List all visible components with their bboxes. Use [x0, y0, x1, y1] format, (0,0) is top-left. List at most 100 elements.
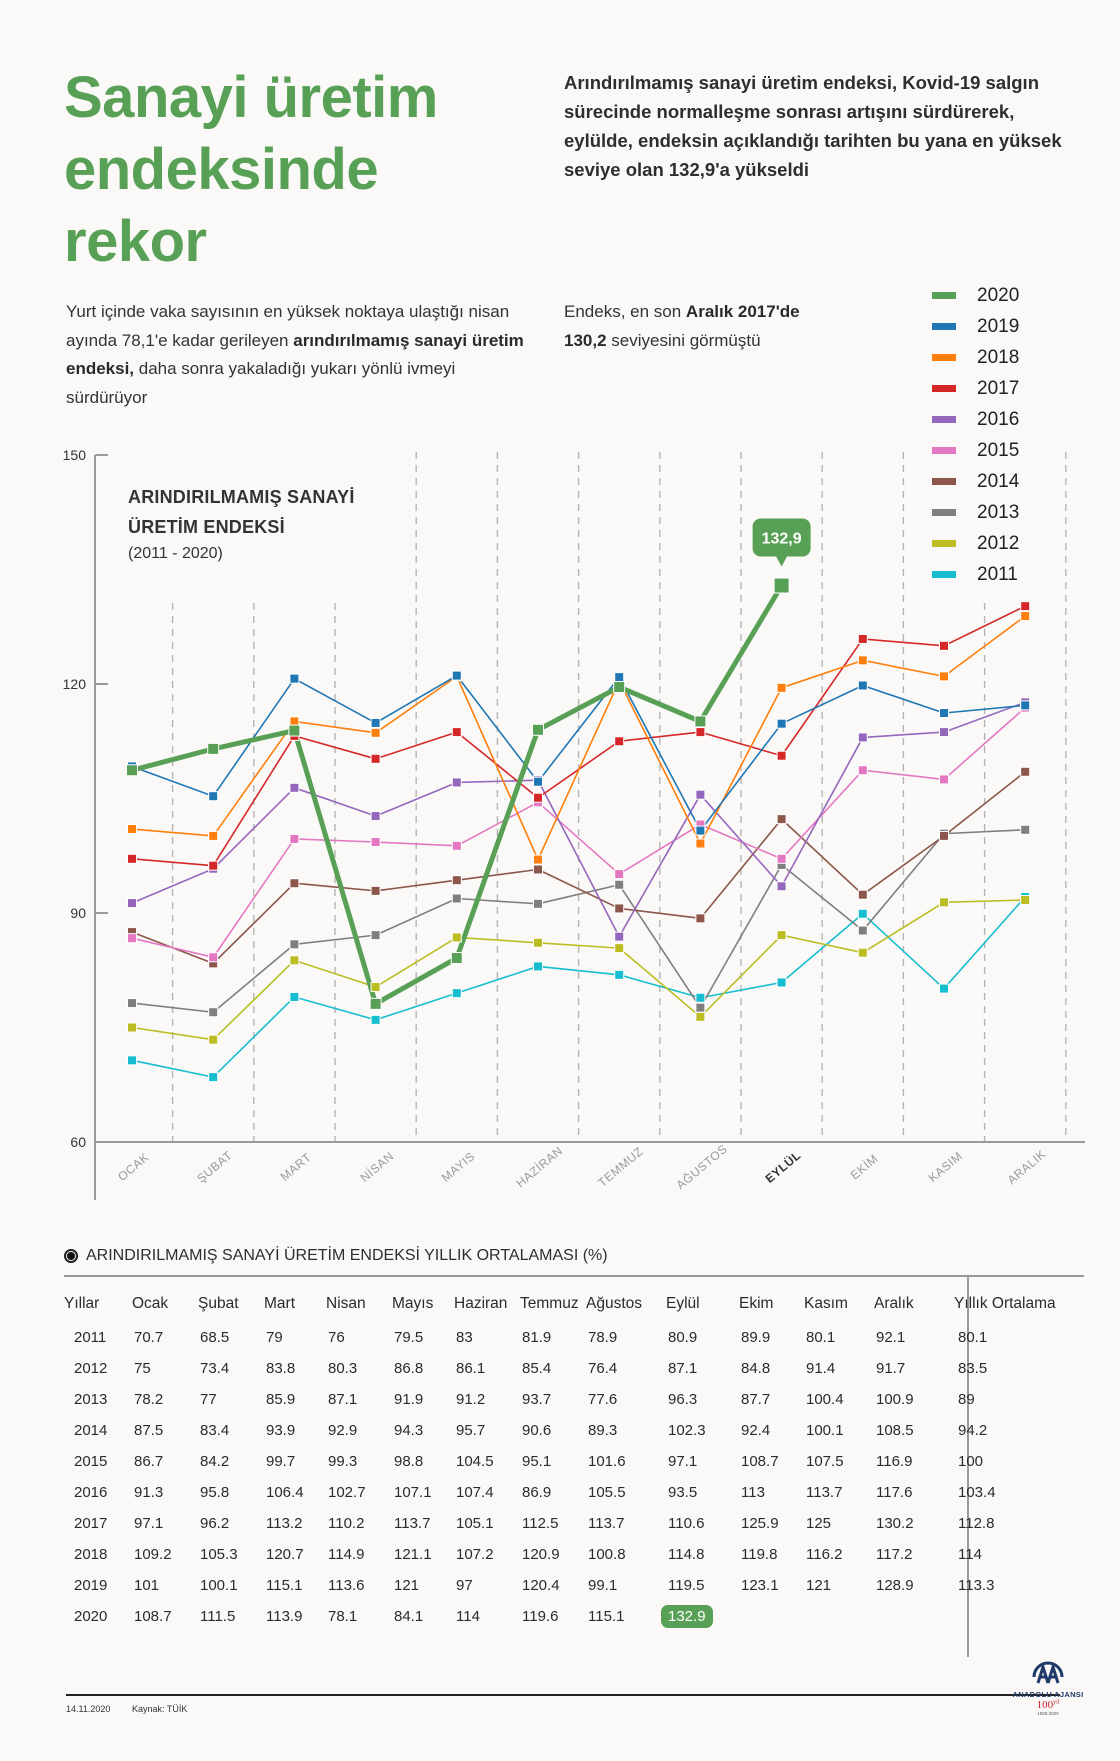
value-cell: 100.9 — [876, 1391, 914, 1408]
value-cell: 77.6 — [588, 1391, 618, 1408]
value-cell: 114 — [456, 1608, 480, 1625]
table-row: 2011 70.7 68.5 79 76 79.5 83 81.9 78.9 80.9 89.9 80… — [64, 1322, 1056, 1353]
table-heading-row: ARINDIRILMAMIŞ SANAYİ ÜRETİM ENDEKSİ YIL… — [64, 1244, 1084, 1268]
data-point-2020 — [126, 764, 138, 777]
value-cell: 93.9 — [266, 1422, 296, 1439]
year-cell: 2019 — [74, 1577, 108, 1594]
legend-label: 2012 — [977, 532, 1020, 554]
data-point-2012 — [614, 943, 625, 954]
value-cell: 108.7 — [134, 1608, 172, 1625]
x-tick-label: OCAK — [115, 1150, 152, 1184]
data-point-2016 — [695, 789, 706, 800]
data-point-2014 — [451, 875, 462, 886]
data-point-2019 — [451, 670, 462, 681]
data-point-2017 — [776, 750, 787, 761]
legend-swatch — [932, 292, 956, 299]
column-header: Eylül — [666, 1295, 700, 1312]
lead-paragraph: Arındırılmamış sanayi üretim endeksi, Ko… — [564, 72, 1062, 180]
value-cell: 79.5 — [394, 1329, 424, 1346]
intro-paragraph: Yurt içinde vaka sayısının en yüksek nok… — [66, 298, 526, 412]
value-cell: 93.5 — [668, 1484, 698, 1501]
legend-swatch — [932, 540, 956, 547]
year-cell: 2013 — [74, 1391, 108, 1408]
legend-swatch — [932, 509, 956, 516]
table-row: 2016 91.3 95.8 106.4 102.7 107.1 107.4 86.9 105.… — [64, 1477, 1056, 1508]
value-cell: 85.9 — [266, 1391, 296, 1408]
data-point-2018 — [695, 838, 706, 849]
x-tick-label: ŞUBAT — [194, 1148, 235, 1186]
series-line-2019 — [131, 674, 1026, 832]
value-cell — [946, 1601, 1056, 1632]
value-cell: 87.1 — [668, 1360, 698, 1377]
value-cell: 114 — [958, 1546, 982, 1563]
value-cell: 89.9 — [741, 1329, 771, 1346]
logo-100-suffix: yıl — [1053, 1699, 1060, 1706]
data-point-2011 — [614, 969, 625, 980]
value-cell: 83.4 — [200, 1422, 230, 1439]
data-point-2012 — [776, 930, 787, 941]
legend-item-2016: 2016 — [932, 404, 1019, 435]
value-cell: 73.4 — [200, 1360, 230, 1377]
value-cell: 80.3 — [328, 1360, 358, 1377]
data-point-2014 — [614, 903, 625, 914]
value-cell: 87.1 — [328, 1391, 358, 1408]
data-point-2020 — [450, 952, 463, 965]
note-text-2: seviyesini görmüştü — [606, 330, 761, 350]
value-cell: 113.7 — [394, 1515, 431, 1532]
data-point-2019 — [289, 673, 300, 684]
value-cell: 97 — [456, 1577, 473, 1594]
data-point-2017 — [1020, 601, 1031, 612]
value-cell: 121.1 — [394, 1546, 432, 1563]
data-point-2019 — [1020, 700, 1031, 711]
value-cell: 112.5 — [522, 1515, 559, 1532]
legend-item-2017: 2017 — [932, 373, 1019, 404]
data-point-2011 — [776, 977, 787, 988]
value-cell: 110.2 — [328, 1515, 365, 1532]
value-cell: 111.5 — [200, 1608, 236, 1625]
data-point-2014 — [533, 864, 543, 875]
value-cell: 75 — [134, 1360, 151, 1377]
year-cell: 2015 — [74, 1453, 108, 1470]
data-point-2015 — [127, 933, 137, 944]
data-point-2019 — [776, 718, 787, 729]
legend-label: 2014 — [977, 470, 1020, 492]
footer-rule — [66, 1694, 1060, 1696]
y-tick-label: 60 — [70, 1134, 86, 1150]
data-point-2017 — [939, 640, 949, 651]
value-cell: 100.8 — [588, 1546, 626, 1563]
data-point-2013 — [857, 925, 868, 936]
value-cell: 119.6 — [522, 1608, 559, 1625]
column-header: Temmuz — [520, 1295, 579, 1312]
legend-item-2013: 2013 — [932, 497, 1019, 528]
table-heading: ARINDIRILMAMIŞ SANAYİ ÜRETİM ENDEKSİ YIL… — [86, 1247, 608, 1264]
x-tick-label: ARALIK — [1005, 1147, 1049, 1187]
value-cell: 120.4 — [522, 1577, 560, 1594]
column-header: Ağustos — [586, 1295, 643, 1312]
chart-legend: 2020 2019 2018 2017 2016 2015 2014 2013 2012 2011 — [932, 280, 1019, 590]
value-cell: 83 — [456, 1329, 473, 1346]
series-line-2016 — [131, 701, 1026, 938]
value-cell: 86.9 — [522, 1484, 552, 1501]
table-column-divider — [967, 1277, 969, 1657]
data-point-2012 — [939, 897, 949, 908]
table-top-rule — [64, 1275, 1084, 1277]
annotation-label: 132,9 — [762, 531, 802, 548]
column-header: Haziran — [454, 1295, 508, 1312]
data-point-2020 — [613, 681, 626, 694]
legend-swatch — [932, 478, 956, 485]
data-point-2014 — [1020, 766, 1031, 777]
legend-swatch — [932, 447, 956, 454]
data-point-2020 — [773, 577, 790, 594]
series-line-2012 — [131, 899, 1026, 1041]
data-point-2014 — [695, 913, 706, 924]
value-cell: 113 — [741, 1484, 765, 1501]
value-cell: 80.1 — [958, 1329, 988, 1346]
legend-swatch — [932, 571, 956, 578]
value-cell: 101.6 — [588, 1453, 626, 1470]
data-point-2015 — [776, 853, 787, 864]
data-point-2014 — [857, 889, 868, 900]
legend-label: 2017 — [977, 377, 1020, 399]
value-cell: 116.9 — [876, 1453, 913, 1470]
value-cell: 117.2 — [876, 1546, 913, 1563]
value-cell: 117.6 — [876, 1484, 913, 1501]
